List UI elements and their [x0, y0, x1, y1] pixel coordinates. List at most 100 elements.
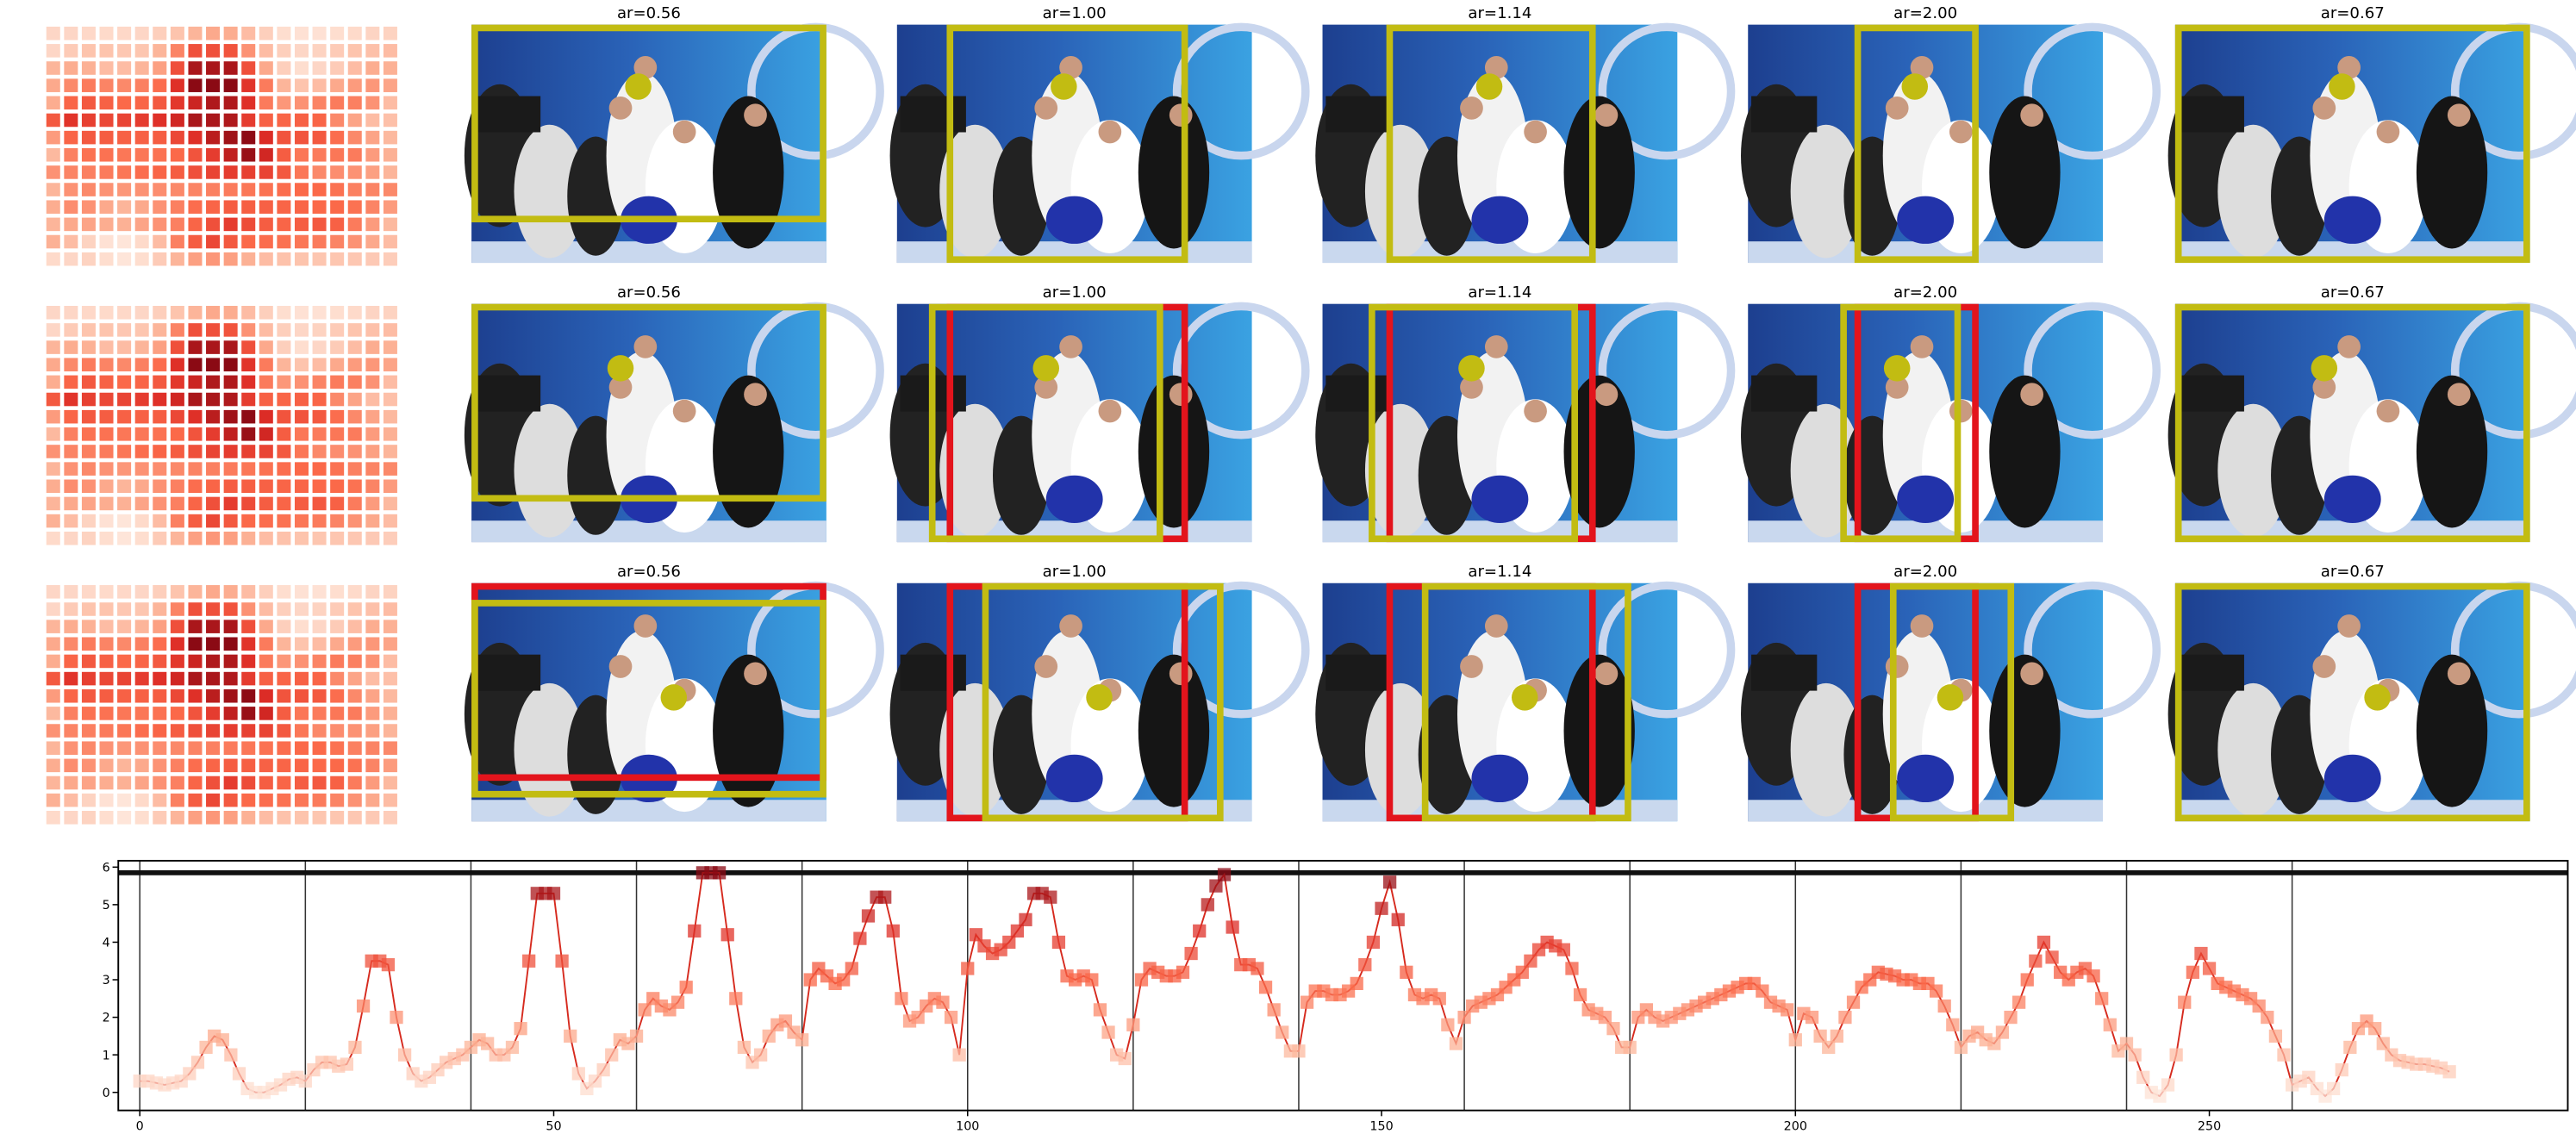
heatmap-cell	[46, 776, 60, 790]
heatmap-cell	[46, 323, 60, 337]
heatmap-cell	[223, 165, 238, 179]
heatmap-cell	[206, 130, 221, 145]
heatmap-cell	[312, 741, 327, 755]
photo-ring	[1598, 581, 1736, 719]
heatmap-cell	[259, 479, 273, 494]
heatmap-cell	[223, 392, 238, 407]
data-marker	[1350, 976, 1363, 991]
heatmap-cell	[206, 707, 221, 720]
data-marker	[1209, 879, 1223, 893]
heatmap-cell	[259, 445, 273, 458]
data-marker	[2153, 1089, 2167, 1103]
heatmap-cell	[347, 96, 362, 110]
heatmap-cell	[134, 602, 149, 616]
heatmap-cell	[347, 392, 362, 407]
heatmap-cell	[188, 375, 203, 389]
photo-head	[1885, 376, 1909, 399]
heatmap-cell	[153, 531, 167, 545]
heatmap-cell	[206, 514, 221, 528]
heatmap-cell	[223, 462, 238, 476]
heatmap-cell	[330, 741, 345, 755]
heatmap-cell	[365, 776, 380, 790]
heatmap-cell	[81, 305, 96, 320]
heatmap-cell	[153, 514, 167, 528]
heatmap-cell	[347, 44, 362, 58]
photo-person	[1563, 375, 1635, 528]
photo-person	[2217, 124, 2289, 259]
heatmap-cell	[117, 688, 132, 703]
data-marker	[1995, 1025, 2010, 1039]
photo-head	[2312, 97, 2336, 120]
heatmap-cell	[99, 637, 114, 651]
photo-head	[608, 376, 633, 399]
heatmap-cell	[223, 811, 238, 825]
data-marker	[1251, 962, 1264, 975]
data-marker	[2169, 1048, 2183, 1062]
heatmap-cell	[383, 688, 397, 703]
photo-head	[1034, 376, 1058, 399]
heatmap-cell	[365, 427, 380, 441]
heatmap-cell	[277, 585, 291, 599]
heatmap-cell	[294, 61, 309, 75]
data-marker	[1258, 981, 1273, 994]
heatmap-cell	[223, 234, 238, 249]
photo-person	[1045, 196, 1103, 244]
heatmap-cell	[223, 130, 238, 145]
heatmap-cell	[64, 358, 78, 372]
heatmap-cell	[81, 531, 96, 545]
heatmap-cell	[188, 305, 203, 320]
photo-head	[633, 56, 658, 79]
heatmap-cell	[312, 793, 327, 807]
heatmap-cell	[64, 427, 78, 441]
heatmap-cell	[81, 479, 96, 494]
data-marker	[2335, 1062, 2348, 1077]
heatmap-cell	[330, 427, 345, 441]
heatmap-cell	[330, 409, 345, 424]
heatmap-cell	[206, 409, 221, 424]
focus-point	[625, 73, 652, 100]
heatmap-cell	[365, 392, 380, 407]
heatmap-cell	[241, 165, 256, 179]
heatmap-cell	[294, 776, 309, 790]
data-marker	[2086, 969, 2100, 983]
heatmap-cell	[330, 78, 345, 92]
photo-person	[1138, 375, 1210, 528]
heatmap-cell	[134, 585, 149, 599]
heatmap-cell	[46, 741, 60, 755]
photo-person	[2416, 96, 2488, 249]
data-marker	[688, 924, 702, 938]
photo-person	[1989, 375, 2061, 528]
crop-panel: ar=1.00	[889, 4, 1310, 264]
heatmap-cell	[188, 427, 203, 441]
heatmap-cell	[223, 758, 238, 773]
heatmap-cell	[259, 96, 273, 110]
heatmap-cell	[365, 758, 380, 773]
heatmap-cell	[134, 165, 149, 179]
heatmap-cell	[117, 707, 132, 720]
heatmap-cell	[99, 531, 114, 545]
heatmap-cell	[170, 427, 184, 441]
heatmap-cell	[259, 305, 273, 320]
heatmap-cell	[81, 776, 96, 790]
heatmap-cell	[365, 113, 380, 128]
heatmap-cell	[46, 96, 60, 110]
heatmap-cell	[99, 61, 114, 75]
heatmap-cell	[64, 741, 78, 755]
heatmap-cell	[188, 147, 203, 162]
data-marker	[1822, 1040, 1836, 1055]
heatmap-cell	[117, 620, 132, 633]
heatmap-cell	[330, 811, 345, 825]
heatmap-cell	[241, 585, 256, 599]
heatmap-cell	[347, 26, 362, 40]
data-marker	[2029, 954, 2043, 968]
heatmap-cell	[188, 200, 203, 215]
photo-person	[1790, 124, 1862, 259]
heatmap-cell	[259, 323, 273, 337]
heatmap-cell	[347, 811, 362, 825]
heatmap-cell	[294, 147, 309, 162]
heatmap-cell	[206, 741, 221, 755]
heatmap-cell	[81, 427, 96, 441]
heatmap-cell	[64, 305, 78, 320]
heatmap-cell	[365, 409, 380, 424]
heatmap-cell	[117, 113, 132, 128]
